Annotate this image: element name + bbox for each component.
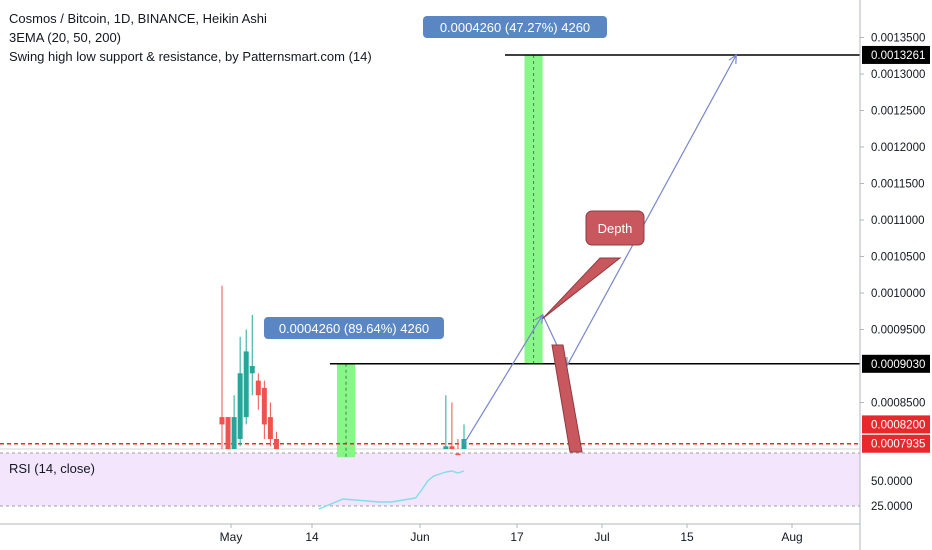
time-tick-5: 15 [680,530,694,544]
price-label-bg-3 [862,434,930,453]
indicator-swing: Swing high low support & resistance, by … [9,49,372,64]
chart-legend: Cosmos / Bitcoin, 1D, BINANCE, Heikin As… [9,9,372,66]
callout-label: Depth [598,221,633,236]
price-label-bg-0 [862,45,930,64]
time-tick-4: Jul [594,530,609,544]
price-label-2: 0.0008200 [871,419,925,431]
callout-pointer [542,257,622,319]
candlestick-series [219,285,467,456]
symbol-title: Cosmos / Bitcoin, 1D, BINANCE, Heikin As… [9,11,267,26]
price-tick-3: 0.0012000 [871,142,925,154]
callout-box [585,210,645,246]
candle-body-4 [243,351,249,418]
price-tick-2: 0.0012500 [871,106,925,118]
price-label-0: 0.0013261 [871,50,925,62]
candle-body-6 [255,380,261,396]
rsi-tick-0: 50.0000 [871,476,913,488]
candle-body-2 [231,417,237,449]
rsi-indicator-label: RSI (14, close) [9,461,95,476]
price-tick-0: 0.0013500 [871,33,925,45]
measure-label-bg-1 [264,317,444,339]
price-axis[interactable]: 0.0013500 0.0013000 0.0012500 0.0012000 0.00… [859,0,932,550]
indicator-ema: 3EMA (20, 50, 200) [9,30,122,45]
time-tick-3: 17 [510,530,524,544]
rsi-panel [0,448,860,542]
arrowhead-3 [728,53,737,64]
time-axis[interactable]: May 14 Jun 17 Jul 15 Aug [0,523,860,544]
candle-body-9 [273,439,279,449]
candle-body-5 [249,366,255,374]
candle-body-1 [225,417,231,449]
depth-callout: Depth [542,210,645,453]
price-axis-background [860,0,932,550]
candle-body-11 [449,446,455,449]
candle-body-8 [267,417,273,439]
price-label-bg-1 [862,354,930,373]
price-tick-1: 0.0013000 [871,69,925,81]
candle-body-3 [237,373,243,439]
measure-label-1: 0.0004260 (89.64%) 4260 [279,321,429,336]
drawings [463,53,737,445]
price-label-3: 0.0007935 [871,439,925,451]
candle-body-7 [261,387,267,425]
rsi-line [318,470,465,510]
arrowhead-1 [534,313,544,324]
candle-body-10 [443,446,449,449]
projection-path [463,54,737,445]
measure-box-1 [336,363,356,458]
measure-box-2 [524,54,543,364]
measure-labels: 0.0004260 (89.64%) 4260 0.0004260 (47.27%… [264,16,607,339]
time-tick-6: Aug [781,530,802,544]
price-label-bg-2 [862,415,930,434]
price-tick-6: 0.0010500 [871,252,925,264]
measure-label-2: 0.0004260 (47.27%) 4260 [440,20,590,35]
price-label-1: 0.0009030 [871,359,925,371]
price-tick-8: 0.0009500 [871,325,925,337]
price-tick-9: 0.0008500 [871,398,925,410]
price-tick-7: 0.0010000 [871,288,925,300]
time-tick-1: 14 [305,530,319,544]
price-tick-4: 0.0011500 [871,179,925,191]
price-tick-5: 0.0011000 [871,215,925,227]
candle-body-12 [455,453,461,456]
time-tick-0: May [220,530,243,544]
candle-body-0 [219,417,225,425]
level-lines [0,54,860,445]
callout-pointer-lower [551,344,583,453]
candle-body-13 [461,439,467,449]
rsi-tick-1: 25.0000 [871,501,913,513]
measure-boxes [336,54,543,458]
measure-label-bg-2 [423,16,607,38]
time-tick-2: Jun [410,530,429,544]
